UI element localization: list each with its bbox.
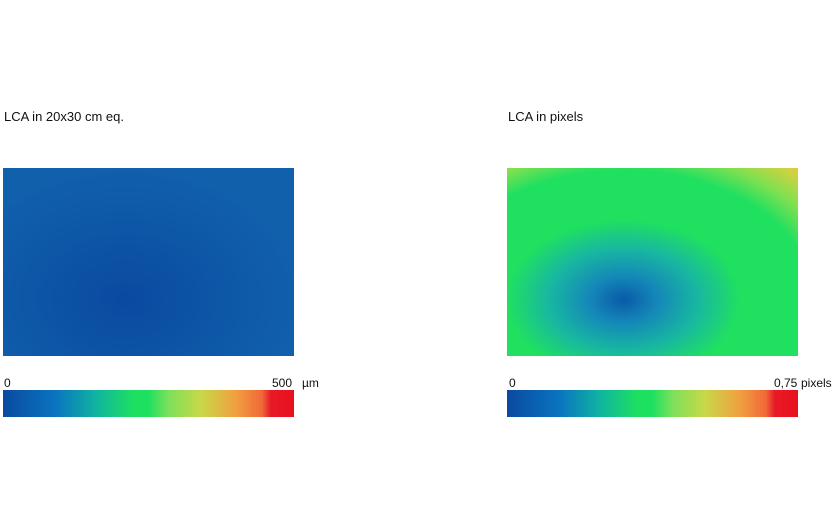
right-colorbar-unit: pixels [801, 376, 832, 390]
left-colorbar-max-label: 500 [272, 376, 293, 390]
right-colorbar-max-label: 0,75 [774, 376, 798, 390]
right-panel-title: LCA in pixels [508, 109, 584, 124]
right-heatmap [507, 168, 798, 356]
left-colorbar-unit: µm [302, 376, 319, 390]
left-heatmap [3, 168, 294, 356]
right-colorbar [507, 390, 798, 417]
left-panel-title: LCA in 20x30 cm eq. [4, 109, 124, 124]
right-colorbar-min-label: 0 [509, 376, 516, 390]
left-colorbar-min-label: 0 [4, 376, 11, 390]
left-colorbar [3, 390, 294, 417]
